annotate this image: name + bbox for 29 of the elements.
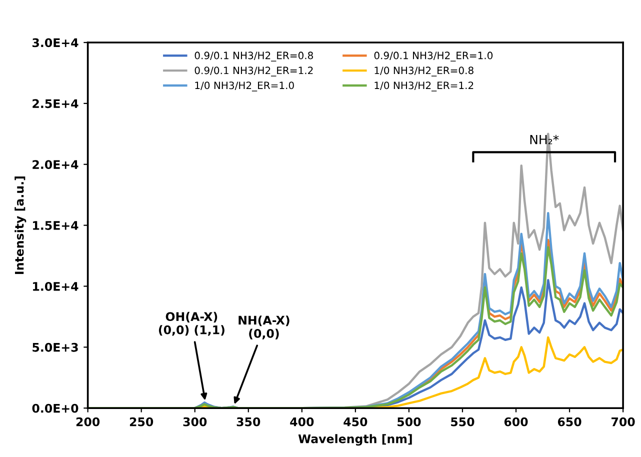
y-tick-label: 1.5E+4 xyxy=(33,221,78,230)
x-tick-label: 350 xyxy=(236,417,260,426)
y-tick-label: 2.5E+4 xyxy=(32,99,78,108)
x-tick-label: 650 xyxy=(558,417,582,426)
legend-label: 0.9/0.1 NH3/H2_ER=0.8 xyxy=(194,52,313,62)
x-tick-label: 400 xyxy=(290,417,314,426)
y-tick-label: 3.0E+4 xyxy=(32,38,78,48)
y-tick-label: 0.0E+0 xyxy=(32,404,78,413)
x-tick-label: 600 xyxy=(504,417,528,426)
y-axis-title: Intensity [a.u.] xyxy=(14,176,26,274)
legend-label: 1/0 NH3/H2_ER=1.2 xyxy=(374,82,474,92)
annotation: NH₂* xyxy=(530,134,559,144)
annotation: NH(A-X) (0,0) xyxy=(238,316,290,340)
x-tick-label: 700 xyxy=(612,417,635,426)
legend-label: 0.9/0.1 NH3/H2_ER=1.0 xyxy=(374,52,493,62)
annotation: OH(A-X) (0,0) (1,1) xyxy=(158,312,224,336)
y-tick-label: 5.0E+3 xyxy=(32,342,78,352)
legend-label: 1/0 NH3/H2_ER=0.8 xyxy=(374,66,474,76)
y-tick-label: 2.0E+4 xyxy=(32,160,78,170)
legend-label: 0.9/0.1 NH3/H2_ER=1.2 xyxy=(194,66,313,76)
x-tick-label: 500 xyxy=(398,417,421,426)
x-tick-label: 200 xyxy=(76,417,100,426)
y-tick-label: 1.0E+4 xyxy=(33,282,78,291)
x-tick-label: 450 xyxy=(344,417,368,426)
x-tick-label: 300 xyxy=(183,417,207,426)
x-axis-title: Wavelength [nm] xyxy=(298,434,412,446)
legend-label: 1/0 NH3/H2_ER=1.0 xyxy=(195,82,294,92)
x-tick-label: 250 xyxy=(130,417,154,426)
x-tick-label: 550 xyxy=(451,417,474,426)
